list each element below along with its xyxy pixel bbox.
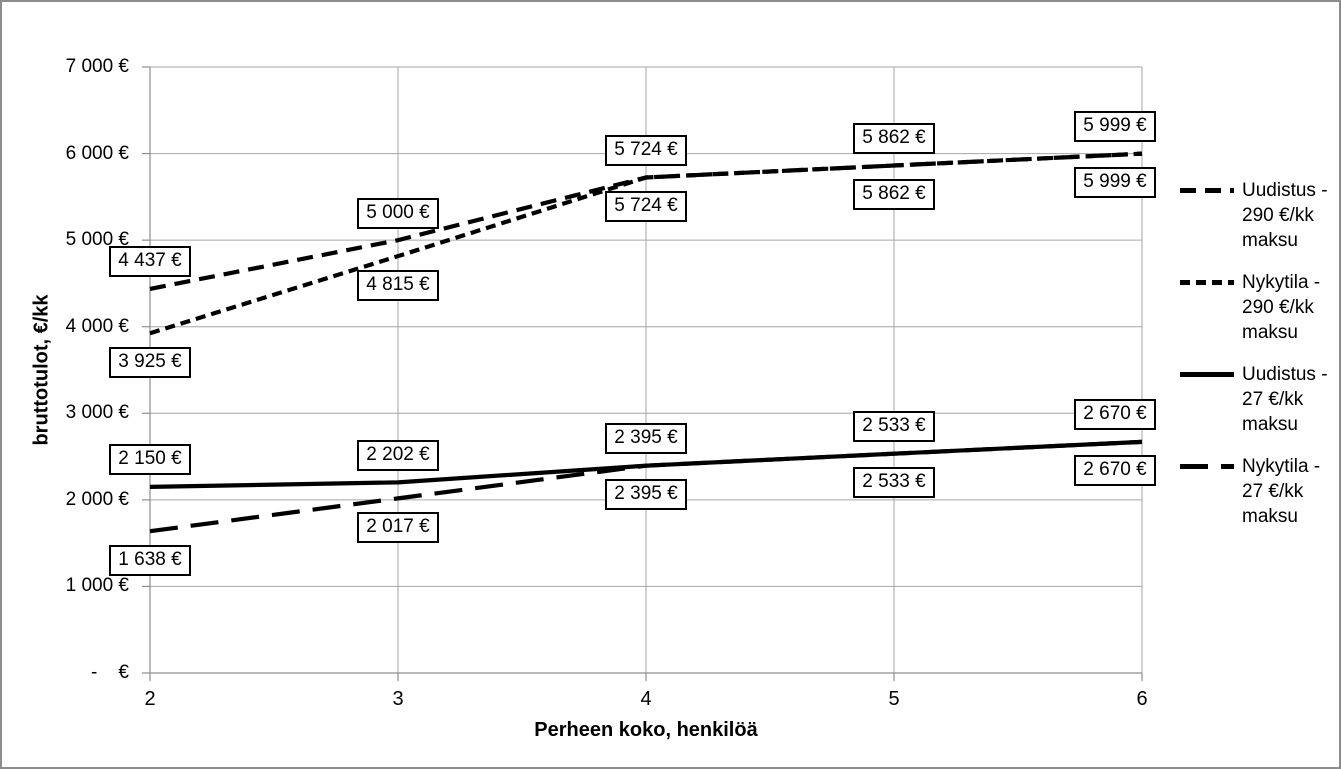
data-label-series3-x2: 1 638 € [109,544,191,576]
legend-line-sample-icon [1180,372,1234,377]
x-tick-label: 5 [888,688,900,710]
y-tick-label: 5 000 € [65,229,129,251]
data-label-series2-x3: 2 202 € [357,439,439,471]
data-label-series2-x6: 2 670 € [1074,399,1156,431]
legend-label-line: Uudistus - [1242,180,1328,201]
legend-line-sample-icon [1180,464,1234,469]
data-label-series2-x4: 2 395 € [605,423,687,455]
legend-label-line: maksu [1242,414,1298,435]
y-axis-title: bruttotulot, €/kk [30,294,53,446]
y-tick-label: 6 000 € [65,142,129,164]
y-tick-label: 1 000 € [65,575,129,597]
series-line-1 [149,151,1143,336]
legend-label: Nykytila - 27 €/kk maksu [1242,454,1320,529]
data-label-series1-x6: 5 999 € [1074,167,1156,199]
data-label-series3-x5: 2 533 € [853,467,935,499]
legend-label-line: Nykytila - [1242,272,1321,293]
x-tick-label: 4 [640,688,652,710]
data-label-series3-x3: 2 017 € [357,511,439,543]
x-tick-label: 3 [392,688,404,710]
legend-label-line: 290 €/kk [1242,297,1314,318]
y-tick-label: - € [90,662,129,683]
legend-label-line: 27 €/kk [1242,389,1304,410]
legend-label-line: maksu [1242,322,1298,343]
legend-item-2: Uudistus - 27 €/kk maksu [1179,362,1328,437]
data-label-series0-x3: 5 000 € [357,197,439,229]
x-tick-label: 2 [144,688,156,710]
x-tick-label: 6 [1136,688,1148,710]
legend-item-3: Nykytila - 27 €/kk maksu [1179,454,1328,529]
data-label-series2-x2: 2 150 € [109,444,191,476]
y-tick-label: 2 000 € [65,488,129,510]
data-label-series1-x5: 5 862 € [853,179,935,211]
legend-label-line: maksu [1242,230,1298,251]
x-axis-title: Perheen koko, henkilöä [534,719,758,741]
legend: Uudistus - 290 €/kk maksu Nykytila - 290 €/k… [1179,178,1328,546]
legend-label-line: Nykytila - [1242,456,1321,477]
legend-label-line: 27 €/kk [1242,481,1304,502]
data-label-series0-x4: 5 724 € [605,134,687,166]
y-tick-label: 7 000 € [65,56,129,77]
legend-item-1: Nykytila - 290 €/kk maksu [1179,270,1328,345]
data-label-series3-x4: 2 395 € [605,479,687,511]
data-label-series1-x2: 3 925 € [109,346,191,378]
data-label-series3-x6: 2 670 € [1074,455,1156,487]
data-label-series0-x5: 5 862 € [853,123,935,155]
data-label-series1-x4: 5 724 € [605,190,687,222]
legend-item-0: Uudistus - 290 €/kk maksu [1179,178,1328,253]
legend-label: Uudistus - 27 €/kk maksu [1242,362,1328,437]
series-line-3 [149,439,1143,534]
data-label-series0-x6: 5 999 € [1074,111,1156,143]
legend-label-line: 290 €/kk [1242,205,1314,226]
legend-line-sample-icon [1180,280,1234,285]
legend-label-line: Uudistus - [1242,364,1328,385]
legend-label: Uudistus - 290 €/kk maksu [1242,178,1328,253]
legend-label: Nykytila - 290 €/kk maksu [1242,270,1320,345]
legend-label-line: maksu [1242,506,1298,527]
legend-line-sample-icon [1180,188,1234,193]
data-label-series0-x2: 4 437 € [109,246,191,278]
y-tick-label: 4 000 € [65,315,129,337]
y-tick-label: 3 000 € [65,402,129,424]
data-label-series2-x5: 2 533 € [853,411,935,443]
data-label-series1-x3: 4 815 € [357,269,439,301]
